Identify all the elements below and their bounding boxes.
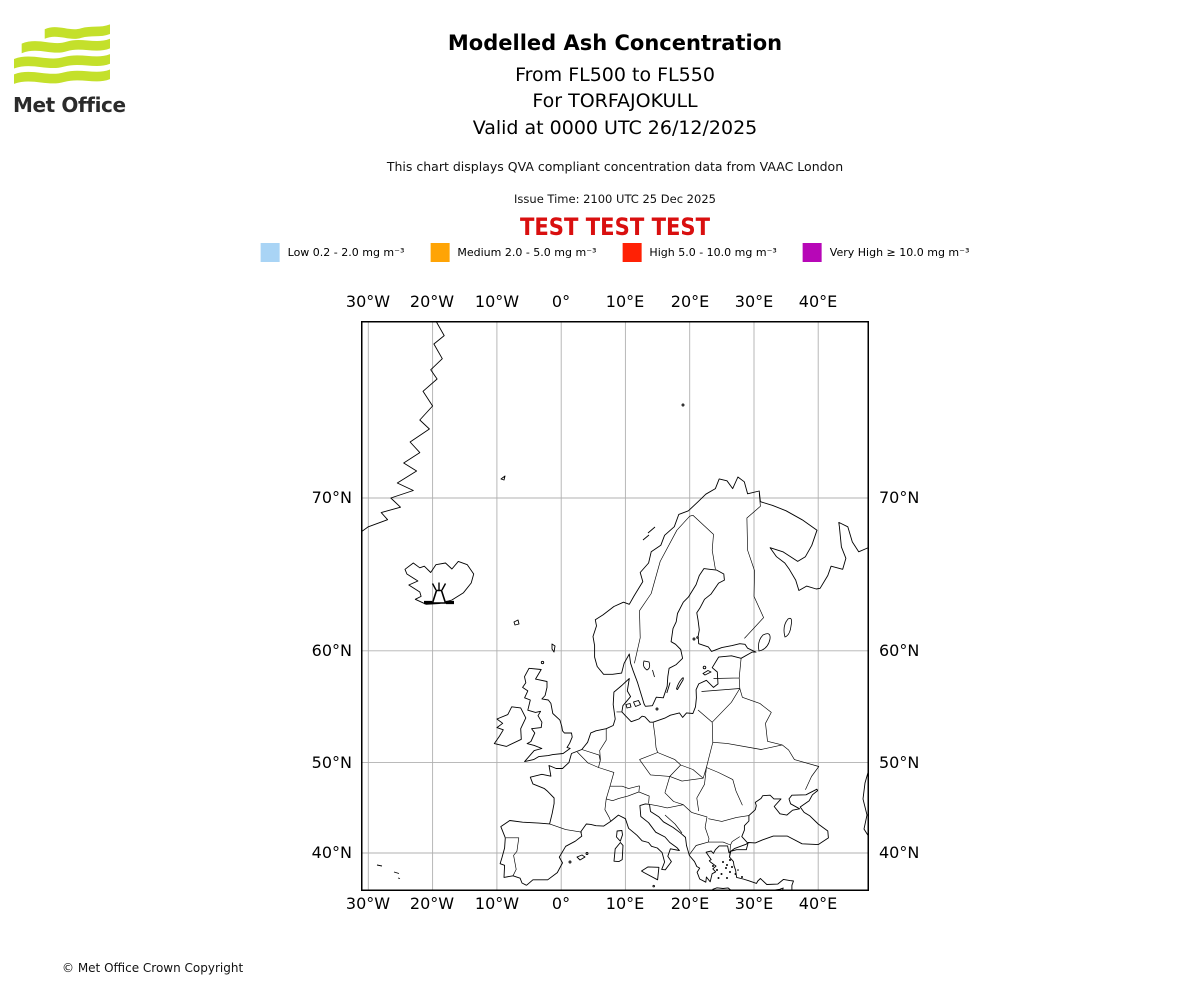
lon-label-top-20w: 20°W <box>409 292 455 311</box>
test-banner: TEST TEST TEST <box>519 213 711 241</box>
legend-label-high: High 5.0 - 10.0 mg m⁻³ <box>649 246 777 259</box>
legend-item-high: High 5.0 - 10.0 mg m⁻³ <box>622 243 777 262</box>
legend-item-low: Low 0.2 - 2.0 mg m⁻³ <box>260 243 405 262</box>
lat-label-left-50n: 50°N <box>311 753 352 772</box>
issue-time: Issue Time: 2100 UTC 25 Dec 2025 <box>514 192 716 206</box>
legend-label-medium: Medium 2.0 - 5.0 mg m⁻³ <box>457 246 597 259</box>
coastline-iceland <box>404 560 475 605</box>
coastline-caspian <box>862 768 869 838</box>
legend-label-very-high: Very High ≥ 10.0 mg m⁻³ <box>829 246 970 259</box>
lon-label-bottom-0: 0° <box>551 894 571 913</box>
qva-compliance-note: This chart displays QVA compliant concen… <box>386 159 844 174</box>
subtitle-flight-levels: From FL500 to FL550 <box>515 64 715 86</box>
subtitle-volcano: For TORFAJOKULL <box>532 90 698 112</box>
lakes <box>643 617 792 678</box>
copyright-text: © Met Office Crown Copyright <box>62 961 244 975</box>
subtitle-valid-time: Valid at 0000 UTC 26/12/2025 <box>472 117 758 139</box>
lat-label-left-40n: 40°N <box>311 843 352 862</box>
lon-label-top-30e: 30°E <box>734 292 774 311</box>
coastline-mediterranean <box>526 788 829 891</box>
lon-label-top-10w: 10°W <box>474 292 520 311</box>
met-office-logo-icon <box>14 24 110 84</box>
coastline-continental-north <box>499 476 869 886</box>
met-office-logo-text: Met Office <box>13 93 126 117</box>
lon-label-bottom-30w: 30°W <box>345 894 391 913</box>
lat-label-right-60n: 60°N <box>879 641 920 660</box>
country-borders-west <box>505 711 707 876</box>
lon-label-bottom-10w: 10°W <box>474 894 520 913</box>
aegean-islands <box>712 859 743 879</box>
lat-label-right-70n: 70°N <box>879 488 920 507</box>
lat-label-right-40n: 40°N <box>879 843 920 862</box>
lon-label-bottom-20w: 20°W <box>409 894 455 913</box>
lon-label-bottom-40e: 40°E <box>798 894 838 913</box>
volcano-marker-icon <box>424 582 454 605</box>
lon-label-top-0: 0° <box>551 292 571 311</box>
graticule-gridlines <box>361 321 869 891</box>
country-borders-east <box>634 492 820 858</box>
lon-label-bottom-10e: 10°E <box>605 894 645 913</box>
lat-label-right-50n: 50°N <box>879 753 920 772</box>
legend-item-very-high: Very High ≥ 10.0 mg m⁻³ <box>802 243 970 262</box>
legend-swatch-low <box>260 243 280 262</box>
legend-item-medium: Medium 2.0 - 5.0 mg m⁻³ <box>430 243 596 262</box>
lat-label-left-70n: 70°N <box>311 488 352 507</box>
lon-label-top-10e: 10°E <box>605 292 645 311</box>
map-frame <box>361 321 869 891</box>
legend-label-low: Low 0.2 - 2.0 mg m⁻³ <box>287 246 405 259</box>
coastline-greenland <box>361 321 445 533</box>
lon-label-bottom-20e: 20°E <box>670 894 710 913</box>
lon-label-top-40e: 40°E <box>798 292 838 311</box>
lon-label-bottom-30e: 30°E <box>734 894 774 913</box>
legend-swatch-very-high <box>802 243 822 262</box>
page-title: Modelled Ash Concentration <box>447 31 783 55</box>
legend-swatch-medium <box>430 243 450 262</box>
legend: Low 0.2 - 2.0 mg m⁻³ Medium 2.0 - 5.0 mg… <box>260 243 970 262</box>
coastline-great-britain <box>522 667 573 763</box>
lon-label-top-30w: 30°W <box>345 292 391 311</box>
lon-label-top-20e: 20°E <box>670 292 710 311</box>
europe-map <box>361 321 869 891</box>
legend-swatch-high <box>622 243 642 262</box>
lat-label-left-60n: 60°N <box>311 641 352 660</box>
islands <box>376 403 784 891</box>
coastline-ireland <box>493 706 527 747</box>
